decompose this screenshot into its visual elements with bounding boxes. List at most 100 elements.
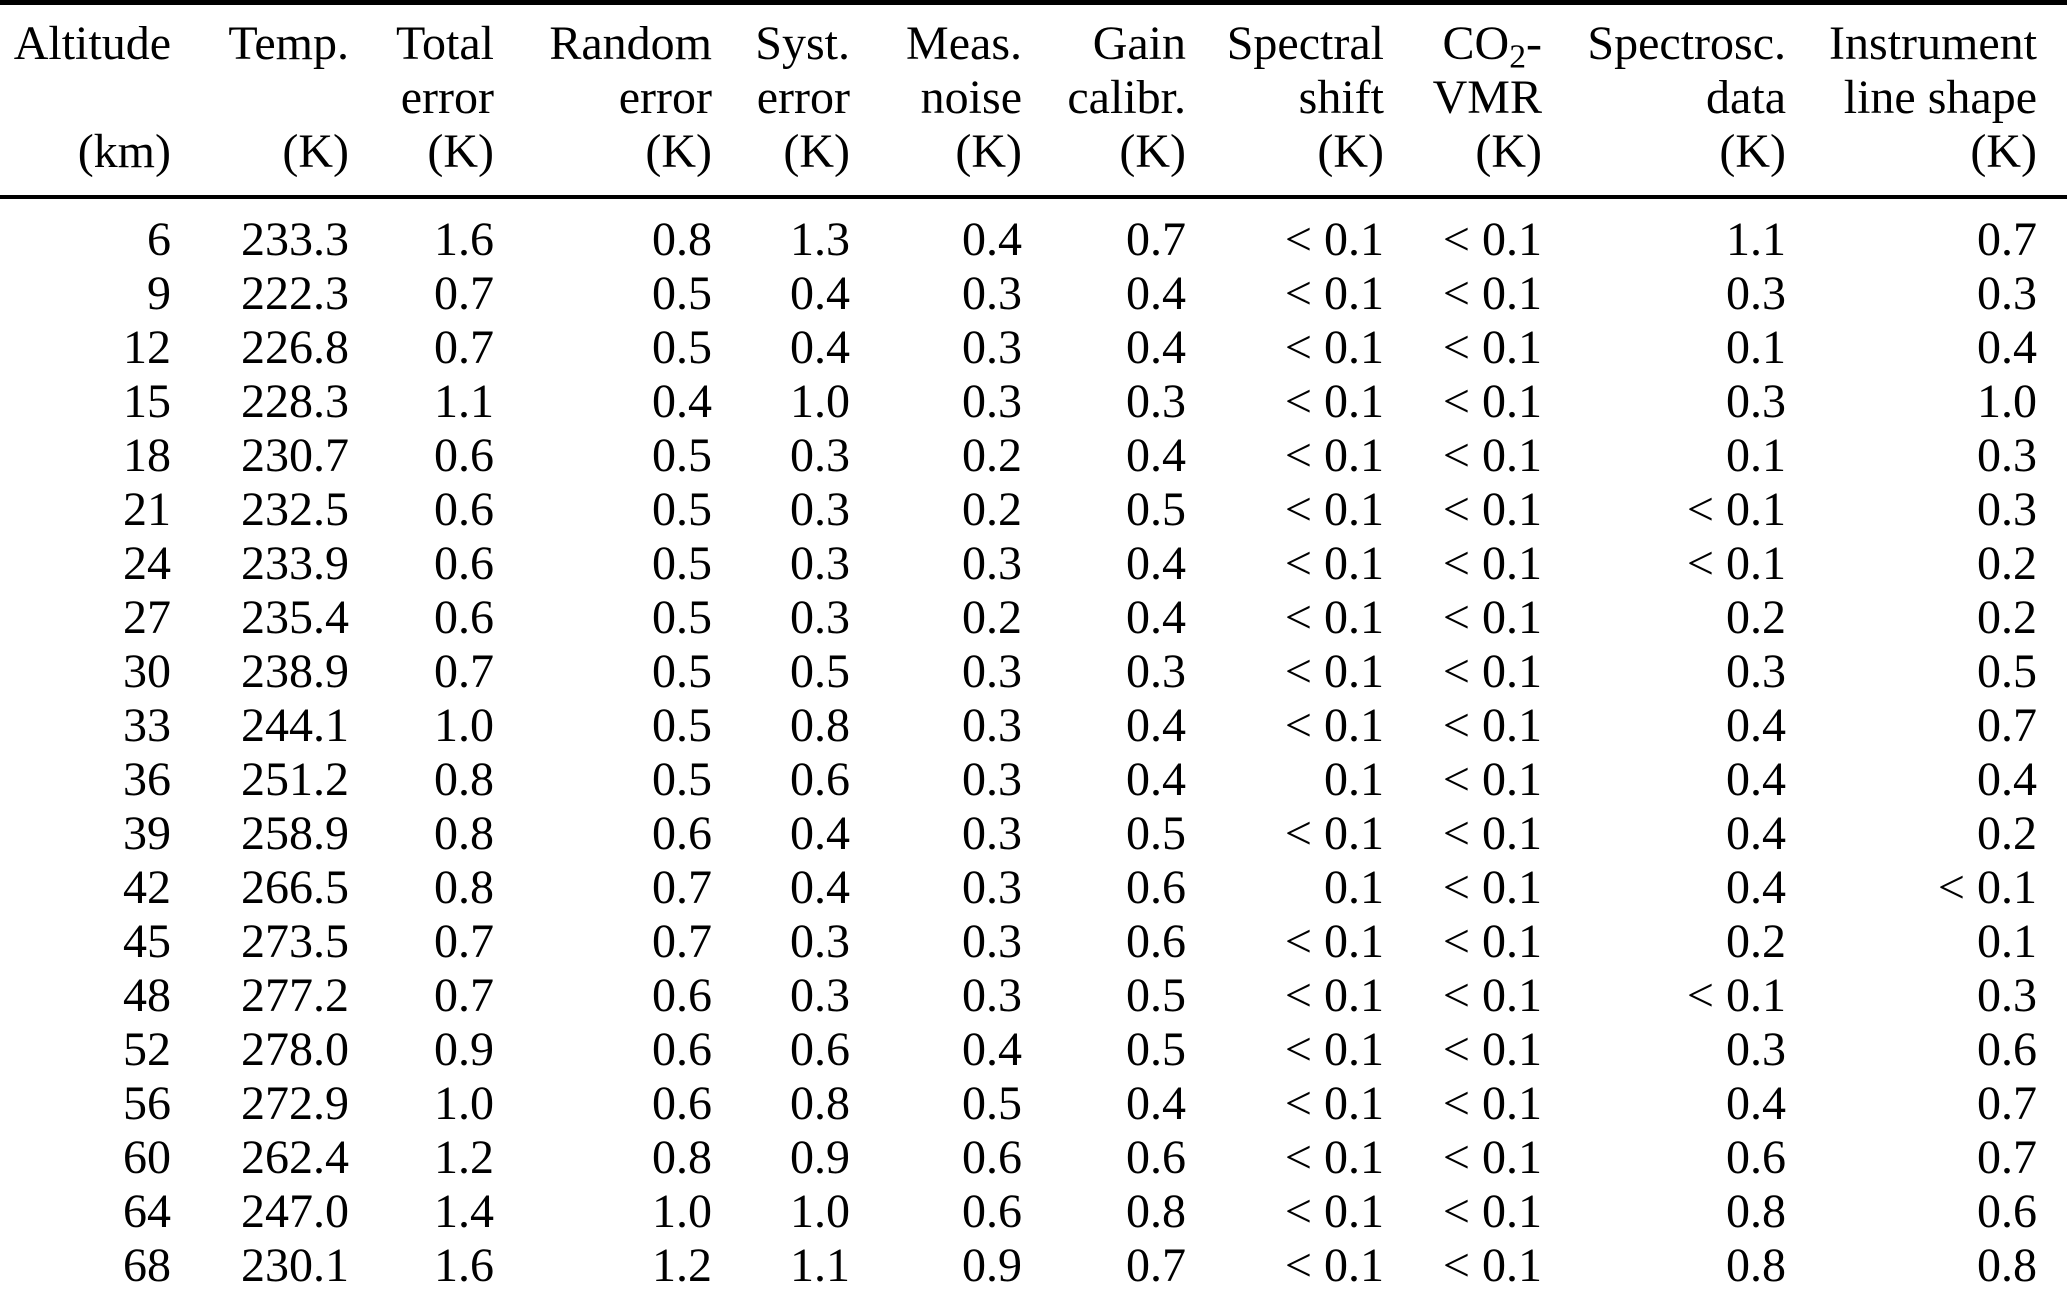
cell-meas-noise: 0.2 <box>962 429 1022 482</box>
cell-altitude: 36 <box>123 753 171 806</box>
cell-altitude: 30 <box>123 645 171 698</box>
header-line1: CO2- <box>1384 17 1542 74</box>
cell-altitude: 9 <box>147 267 171 320</box>
cell-spectrosc-data: 0.4 <box>1726 699 1786 752</box>
header-line1: Random <box>549 17 712 70</box>
cell-co2-vmr: < 0.1 <box>1442 699 1542 752</box>
table-row: 42 266.5 0.8 0.7 0.4 0.3 0.6 0.1 < 0.1 0.4 < 0.1 <box>0 861 2067 915</box>
cell-spectral-shift: < 0.1 <box>1284 1131 1384 1184</box>
cell-meas-noise: 0.6 <box>962 1185 1022 1238</box>
cell-total-error: 0.7 <box>434 321 494 374</box>
cell-gain-calibr: 0.6 <box>1126 1131 1186 1184</box>
table-row: 27 235.4 0.6 0.5 0.3 0.2 0.4 < 0.1 < 0.1 0.2 0.2 <box>0 591 2067 645</box>
cell-random-error: 1.0 <box>652 1185 712 1238</box>
cell-altitude: 39 <box>123 807 171 860</box>
cell-co2-vmr: < 0.1 <box>1442 1239 1542 1292</box>
cell-syst-error: 0.3 <box>790 483 850 536</box>
cell-meas-noise: 0.3 <box>962 915 1022 968</box>
cell-total-error: 0.7 <box>434 267 494 320</box>
cell-spectrosc-data: 0.4 <box>1726 1077 1786 1130</box>
cell-syst-error: 0.9 <box>790 1131 850 1184</box>
column-header-lines: Total error (K) <box>349 5 494 195</box>
table-row: 60 262.4 1.2 0.8 0.9 0.6 0.6 < 0.1 < 0.1 0.6 0.7 <box>0 1131 2067 1185</box>
cell-spectral-shift: < 0.1 <box>1284 699 1384 752</box>
cell-instrument-line-shape: 0.3 <box>1977 969 2037 1022</box>
header-line3: (K) <box>783 125 850 178</box>
header-line3: (K) <box>1719 125 1786 178</box>
cell-total-error: 1.6 <box>434 1239 494 1292</box>
cell-meas-noise: 0.2 <box>962 483 1022 536</box>
header-line2: data <box>1706 71 1786 124</box>
cell-gain-calibr: 0.3 <box>1126 645 1186 698</box>
cell-gain-calibr: 0.5 <box>1126 483 1186 536</box>
header-line2: noise <box>920 71 1022 124</box>
header-line1: Temp. <box>228 17 349 70</box>
cell-gain-calibr: 0.5 <box>1126 1023 1186 1076</box>
table-row: 48 277.2 0.7 0.6 0.3 0.3 0.5 < 0.1 < 0.1 < 0.1 0.3 <box>0 969 2067 1023</box>
cell-temp: 233.3 <box>241 213 349 266</box>
cell-co2-vmr: < 0.1 <box>1442 321 1542 374</box>
cell-syst-error: 0.3 <box>790 429 850 482</box>
cell-altitude: 18 <box>123 429 171 482</box>
header-line2: VMR <box>1432 71 1542 124</box>
cell-altitude: 60 <box>123 1131 171 1184</box>
cell-spectral-shift: < 0.1 <box>1284 537 1384 590</box>
cell-random-error: 0.5 <box>652 645 712 698</box>
cell-meas-noise: 0.3 <box>962 537 1022 590</box>
header-line3: (K) <box>645 125 712 178</box>
header-line1: Spectral <box>1226 17 1384 70</box>
cell-co2-vmr: < 0.1 <box>1442 969 1542 1022</box>
cell-temp: 244.1 <box>241 699 349 752</box>
table-row: 24 233.9 0.6 0.5 0.3 0.3 0.4 < 0.1 < 0.1 < 0.1 0.2 <box>0 537 2067 591</box>
cell-instrument-line-shape: 0.5 <box>1977 645 2037 698</box>
cell-temp: 251.2 <box>241 753 349 806</box>
cell-spectrosc-data: < 0.1 <box>1686 537 1786 590</box>
column-header-lines: Random error (K) <box>494 5 712 195</box>
cell-co2-vmr: < 0.1 <box>1442 213 1542 266</box>
cell-instrument-line-shape: 0.7 <box>1977 699 2037 752</box>
cell-total-error: 0.6 <box>434 483 494 536</box>
cell-syst-error: 0.6 <box>790 753 850 806</box>
column-header-lines: Syst. error (K) <box>712 5 850 195</box>
table-row: 56 272.9 1.0 0.6 0.8 0.5 0.4 < 0.1 < 0.1 0.4 0.7 <box>0 1077 2067 1131</box>
header-row: Altitude (km) Temp. (K) Total error (K) Rando… <box>0 3 2067 198</box>
column-header-altitude: Altitude (km) <box>0 3 171 198</box>
cell-instrument-line-shape: 0.7 <box>1977 1077 2037 1130</box>
cell-gain-calibr: 0.6 <box>1126 915 1186 968</box>
cell-total-error: 1.0 <box>434 1077 494 1130</box>
cell-total-error: 1.0 <box>434 699 494 752</box>
cell-co2-vmr: < 0.1 <box>1442 807 1542 860</box>
header-line2: error <box>400 71 494 124</box>
header-line3: (K) <box>1317 125 1384 178</box>
cell-spectrosc-data: 0.8 <box>1726 1185 1786 1238</box>
cell-meas-noise: 0.2 <box>962 591 1022 644</box>
cell-spectral-shift: < 0.1 <box>1284 483 1384 536</box>
table-row: 64 247.0 1.4 1.0 1.0 0.6 0.8 < 0.1 < 0.1 0.8 0.6 <box>0 1185 2067 1239</box>
cell-syst-error: 0.8 <box>790 699 850 752</box>
cell-altitude: 27 <box>123 591 171 644</box>
cell-total-error: 0.6 <box>434 591 494 644</box>
cell-co2-vmr: < 0.1 <box>1442 1131 1542 1184</box>
cell-altitude: 52 <box>123 1023 171 1076</box>
header-line1-pre: CO <box>1442 17 1510 70</box>
cell-spectrosc-data: 0.4 <box>1726 861 1786 914</box>
cell-altitude: 15 <box>123 375 171 428</box>
cell-temp: 247.0 <box>241 1185 349 1238</box>
cell-random-error: 0.6 <box>652 1077 712 1130</box>
cell-meas-noise: 0.3 <box>962 645 1022 698</box>
cell-co2-vmr: < 0.1 <box>1442 375 1542 428</box>
header-line1: Altitude <box>13 17 171 70</box>
cell-temp: 262.4 <box>241 1131 349 1184</box>
cell-syst-error: 0.4 <box>790 807 850 860</box>
column-header-total-error: Total error (K) <box>349 3 494 198</box>
cell-total-error: 0.9 <box>434 1023 494 1076</box>
column-header-lines: Meas. noise (K) <box>850 5 1022 195</box>
table-body: 6 233.3 1.6 0.8 1.3 0.4 0.7 < 0.1 < 0.1 1.1 0.7 9 22… <box>0 197 2067 1305</box>
cell-random-error: 0.5 <box>652 591 712 644</box>
cell-instrument-line-shape: 0.6 <box>1977 1023 2037 1076</box>
cell-spectral-shift: 0.1 <box>1324 753 1384 806</box>
cell-meas-noise: 0.5 <box>962 1077 1022 1130</box>
cell-spectrosc-data: 0.8 <box>1726 1239 1786 1292</box>
cell-syst-error: 1.0 <box>790 375 850 428</box>
